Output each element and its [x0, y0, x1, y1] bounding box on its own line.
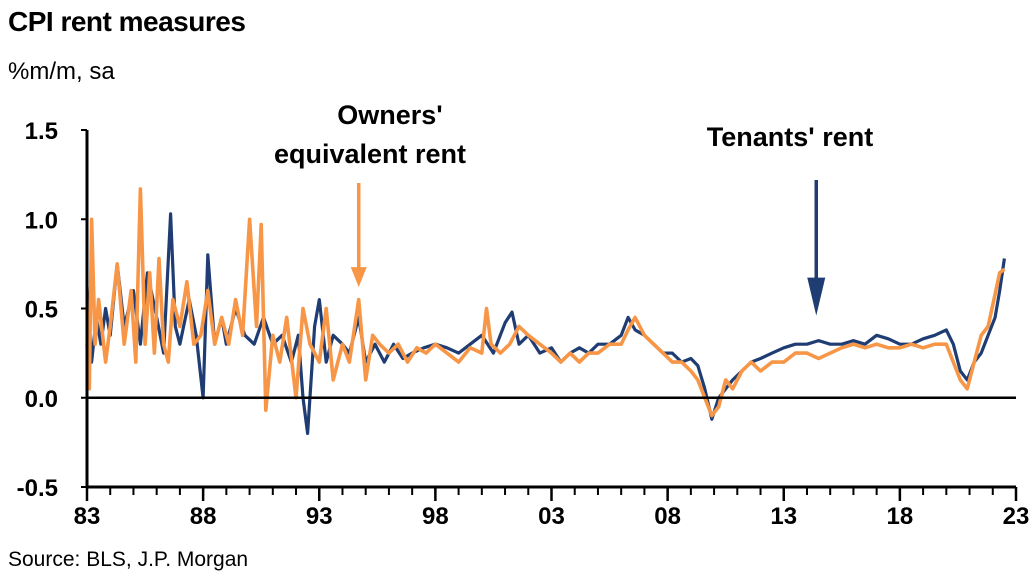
x-tick-label: 08	[654, 503, 681, 530]
x-tick-label: 18	[887, 503, 914, 530]
annotation-layer: Owners' equivalent rent Tenants' rent	[274, 100, 873, 316]
x-tick-label: 23	[1003, 503, 1030, 530]
x-tick-label: 83	[74, 503, 101, 530]
owners-equivalent-rent-line	[85, 187, 1006, 418]
x-tick-label: 03	[538, 503, 565, 530]
axis-layer: 1.5 1.0 0.5 0.0 -0.5 83 88 93 98 03 08 13 18 23	[17, 118, 1030, 530]
tenants-annotation-label: Tenants' rent	[707, 122, 873, 152]
tenants-arrow-head	[807, 277, 826, 316]
y-tick-label: -0.5	[17, 475, 58, 502]
chart-title: CPI rent measures	[8, 6, 246, 37]
x-tick-label: 13	[770, 503, 797, 530]
source-note: Source: BLS, J.P. Morgan	[8, 548, 249, 571]
cpi-rent-chart: 1.5 1.0 0.5 0.0 -0.5 83 88 93 98 03 08 13 18 23 Owner…	[17, 100, 1030, 530]
tenants-rent-line	[85, 212, 1006, 435]
y-tick-label: 1.0	[25, 207, 58, 234]
owners-arrow-head	[350, 267, 367, 288]
y-tick-label: 0.5	[25, 297, 58, 324]
y-tick-label: 0.0	[25, 386, 58, 413]
y-tick-label: 1.5	[25, 118, 58, 145]
chart-subtitle: %m/m, sa	[8, 58, 115, 85]
series-layer	[85, 187, 1006, 435]
owners-annotation-label: equivalent rent	[274, 139, 466, 169]
owners-annotation-label: Owners'	[337, 100, 442, 130]
x-tick-label: 93	[306, 503, 333, 530]
x-tick-label: 98	[422, 503, 449, 530]
x-tick-label: 88	[190, 503, 217, 530]
